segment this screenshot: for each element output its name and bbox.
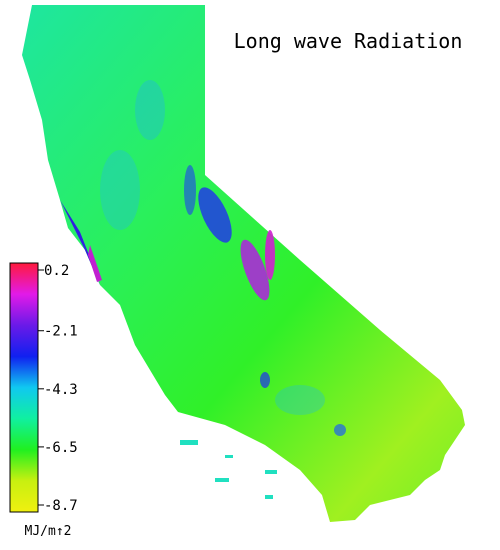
colorbar-tick-label: 0.2 [44, 263, 69, 279]
colorbar-tick-label: -6.5 [44, 440, 78, 456]
colorbar-tick-label: -8.7 [44, 498, 78, 514]
colorbar-unit: MJ/m↑2 [25, 524, 72, 539]
california [22, 5, 465, 522]
colorbar-tick-label: -2.1 [44, 324, 78, 340]
map-title: Long wave Radiation [234, 29, 463, 53]
colorbar-tick-label: -4.3 [44, 382, 78, 398]
colorbar [9, 262, 39, 513]
